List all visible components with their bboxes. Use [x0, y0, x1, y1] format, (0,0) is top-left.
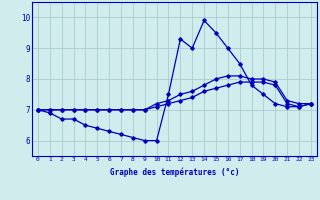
X-axis label: Graphe des températures (°c): Graphe des températures (°c): [110, 168, 239, 177]
